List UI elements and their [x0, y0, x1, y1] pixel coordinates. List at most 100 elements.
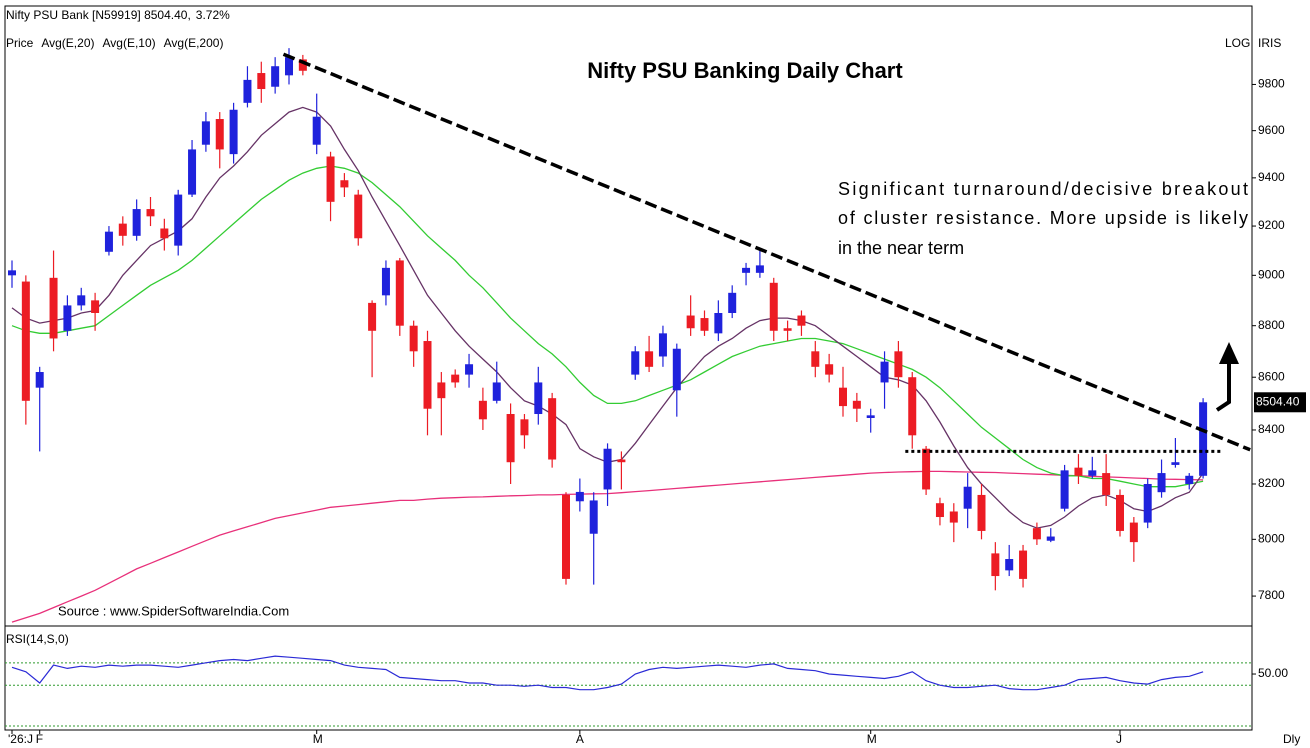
- candle-body: [132, 209, 141, 236]
- y-tick-label: 7800: [1258, 588, 1285, 602]
- y-tick-label: 9400: [1258, 170, 1285, 184]
- rsi-tick-label: 50.00: [1258, 666, 1288, 680]
- candle-body: [478, 400, 487, 420]
- candle-body: [91, 300, 100, 313]
- candle-body: [575, 491, 584, 502]
- candle-body: [1116, 494, 1124, 531]
- candle-body: [686, 315, 695, 329]
- candle-body: [839, 387, 847, 407]
- candle-body: [174, 194, 183, 246]
- y-tick-label: 9800: [1258, 77, 1285, 91]
- candle-body: [215, 119, 224, 150]
- x-tick-label: '26:J: [8, 732, 33, 746]
- candle-body: [1060, 470, 1069, 509]
- candle-body: [562, 494, 570, 579]
- rsi-title: RSI(14,S,0): [6, 632, 69, 646]
- candle-body: [1102, 473, 1111, 495]
- candle-body: [1185, 475, 1194, 484]
- candle-body: [160, 228, 169, 239]
- candle-body: [21, 281, 30, 401]
- scale-label: LOG: [1225, 36, 1250, 50]
- source-note: Source : www.SpiderSoftwareIndia.Com: [58, 603, 289, 618]
- candle-body: [49, 277, 58, 339]
- candle-body: [8, 270, 16, 276]
- candle-body: [880, 361, 889, 383]
- candle-body: [949, 511, 958, 523]
- breakout-arrow: [1215, 362, 1231, 412]
- candle-body: [77, 295, 86, 306]
- candle-body: [520, 419, 529, 436]
- candle-body: [201, 121, 210, 145]
- x-tick-label: M: [313, 732, 323, 746]
- candle-body: [603, 448, 612, 490]
- candle-body: [1129, 522, 1138, 543]
- moving-average: [11, 165, 1204, 488]
- candle-body: [645, 351, 654, 367]
- candle-body: [631, 351, 640, 375]
- candle-body: [672, 348, 681, 391]
- y-tick-label: 9000: [1258, 267, 1285, 281]
- provider-label: IRIS: [1258, 36, 1281, 50]
- candle-body: [506, 414, 515, 463]
- candle-body: [922, 448, 931, 490]
- x-tick-label: A: [576, 732, 584, 746]
- legend-price: Price: [6, 36, 34, 50]
- candle-body: [825, 364, 834, 375]
- candle-body: [229, 109, 238, 155]
- candle-body: [118, 223, 127, 236]
- candle-body: [381, 267, 390, 296]
- candle-body: [1046, 536, 1055, 541]
- candle-body: [1074, 467, 1083, 476]
- candle-body: [243, 79, 252, 103]
- x-tick-label: F: [36, 732, 43, 746]
- annotation: in the near term: [838, 238, 964, 258]
- y-tick-label: 8800: [1258, 318, 1285, 332]
- candle-body: [35, 372, 44, 388]
- candle-body: [285, 57, 293, 76]
- y-tick-label: 8400: [1258, 422, 1285, 436]
- candle-body: [742, 267, 751, 273]
- candle-body: [534, 382, 543, 415]
- y-tick-label: 9200: [1258, 218, 1285, 232]
- candle-body: [1157, 473, 1166, 493]
- candle-body: [63, 305, 72, 331]
- candle-body: [908, 377, 917, 436]
- candle-body: [354, 194, 363, 239]
- candle-body: [326, 156, 335, 202]
- y-tick-label: 8200: [1258, 476, 1285, 490]
- candle-body: [188, 149, 197, 195]
- candle-body: [963, 486, 972, 509]
- candle-body: [340, 180, 349, 188]
- candle-body: [423, 341, 432, 409]
- candle-body: [617, 459, 626, 463]
- candle-body: [1005, 559, 1014, 571]
- candle-body: [714, 312, 723, 334]
- candle-body: [589, 500, 598, 534]
- candle-body: [700, 318, 709, 331]
- candle-body: [866, 415, 875, 418]
- x-tick-label: M: [867, 732, 877, 746]
- candle-body: [395, 260, 404, 326]
- y-tick-label: 9600: [1258, 123, 1285, 137]
- candle-body: [894, 351, 903, 378]
- candle-body: [451, 374, 460, 383]
- frame: [4, 5, 1253, 731]
- candle-body: [658, 333, 667, 357]
- annotation: of cluster resistance. More upside is li…: [838, 208, 1248, 228]
- y-tick-label: 8000: [1258, 532, 1285, 546]
- candle-body: [271, 66, 280, 87]
- candle-body: [755, 265, 764, 273]
- timeframe-label: Dly: [1283, 732, 1300, 746]
- candle-body: [1019, 550, 1028, 579]
- candle-body: [935, 503, 944, 518]
- candle-body: [728, 292, 737, 313]
- candle-body: [409, 325, 418, 352]
- rsi-line: [11, 655, 1204, 691]
- change-label: 3.72%: [196, 8, 230, 22]
- last-price-box: [1254, 392, 1306, 413]
- candle-body: [852, 400, 861, 409]
- candle-body: [465, 364, 474, 375]
- last-price-label: 8504.40: [1256, 394, 1300, 408]
- candle-body: [1032, 528, 1041, 540]
